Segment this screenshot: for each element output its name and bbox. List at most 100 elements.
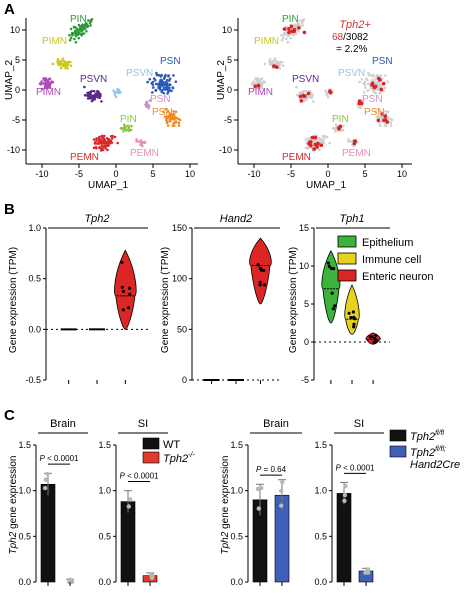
umap-point (68, 38, 72, 42)
violin-point (126, 306, 131, 310)
umap-y-tick-label: -10 (7, 145, 20, 155)
umap-x-tick-label: 10 (397, 169, 407, 179)
bar-legend-gene: Tph2 (410, 447, 435, 459)
umap-point (298, 19, 302, 22)
tph2-positive-point (370, 81, 375, 86)
umap-point (377, 115, 381, 118)
umap-point (374, 110, 377, 114)
umap-point (116, 141, 119, 145)
umap-point (56, 60, 59, 64)
umap-point (177, 124, 181, 127)
umap-point (159, 79, 163, 82)
violin-gene-title: Hand2 (220, 213, 252, 225)
umap-point (118, 91, 121, 95)
umap-point (324, 89, 327, 93)
violin-point (352, 325, 356, 329)
umap-point (85, 30, 88, 33)
violin-point (330, 291, 334, 295)
violin-panel-tph1: Tph1 15 10 5 0 -5 (299, 213, 390, 385)
umap-point (165, 115, 169, 118)
umap-point (113, 93, 117, 96)
umap-point (102, 137, 106, 140)
umap-point (100, 144, 104, 147)
bar-y-tick-label: 0.0 (230, 577, 243, 587)
umap-point (95, 139, 98, 142)
umap-point (383, 86, 387, 90)
bar-y-tick-label: 1.5 (314, 440, 327, 450)
umap-point (47, 82, 50, 86)
tph2-positive-point (308, 140, 312, 144)
umap-point (384, 74, 387, 77)
tph2-positive-point (306, 91, 311, 96)
umap-point (77, 36, 80, 40)
violin-point (331, 307, 335, 311)
umap-point (376, 88, 380, 91)
bar-point (126, 504, 131, 509)
umap-point (280, 33, 283, 37)
bar-panel-brain: 1.5 1.0 0.5 0.0 Brain P < 0.0001 (18, 418, 88, 587)
umap-point (126, 124, 130, 128)
umap-point (77, 23, 81, 27)
tph2-positive-point (383, 114, 388, 118)
umap-point (168, 115, 172, 118)
umap-point (92, 89, 96, 93)
cluster-label-pimn: PIMN (36, 87, 61, 98)
umap-point (86, 93, 90, 96)
bar-y-tick-label: 0.5 (230, 531, 243, 541)
umap-point (304, 138, 308, 141)
umap-point (73, 37, 76, 41)
panel-letter-a: A (4, 1, 15, 18)
umap-point (70, 33, 74, 36)
umap-point (89, 19, 92, 22)
umap-point (164, 88, 168, 91)
umap-point (154, 82, 158, 86)
tph2-positive-point (275, 65, 279, 69)
umap-point (340, 128, 344, 132)
umap-point (384, 110, 387, 113)
umap-point (160, 90, 163, 94)
umap-point (363, 91, 366, 94)
violin-point (368, 335, 372, 339)
umap-point (137, 140, 141, 143)
tph2-positive-point (313, 135, 318, 140)
umap-point (286, 41, 290, 44)
violin-point (327, 264, 331, 268)
umap-point (114, 95, 118, 99)
umap-point (385, 124, 388, 127)
bar-y-tick-label: 0.5 (18, 531, 31, 541)
umap-point (281, 64, 285, 67)
umap-point (109, 135, 113, 138)
bar-group-title: Brain (50, 418, 76, 430)
umap-point (166, 78, 169, 82)
umap-point (80, 32, 84, 35)
bar-y-tick-label: 0.0 (314, 577, 327, 587)
umap-point (367, 71, 370, 75)
umap-point (159, 75, 163, 78)
umap-point (64, 66, 67, 70)
umap-point (94, 145, 98, 149)
bar-panel-brain: 1.5 1.0 0.5 0.0 Brain P = 0.64 (230, 418, 302, 587)
umap-point (43, 84, 47, 88)
pvalue-p: P (40, 454, 46, 463)
bar-point (43, 477, 48, 482)
legend-swatch-enteric-neuron (337, 269, 357, 282)
bar-ylabel-left-gene: Tph2 (8, 531, 19, 554)
bar-legend-label: WT (163, 439, 180, 451)
bar-legend-gene: WT (163, 439, 180, 451)
umap-point (263, 80, 267, 84)
umap-point (59, 60, 63, 63)
violin-point (349, 316, 353, 320)
bar-point (256, 506, 261, 511)
umap-point (322, 141, 326, 144)
umap-point (83, 85, 86, 89)
umap-point (40, 87, 44, 91)
cluster-label-psvn: PSVN (292, 74, 319, 85)
legend-label: Enteric neuron (362, 271, 434, 283)
cluster-label-psn: PSN (160, 56, 181, 67)
umap-point (79, 24, 83, 28)
violin-y-tick-label: 150 (172, 223, 187, 233)
bar-legend-label: Tph2fl/fl; (410, 446, 446, 459)
tph2-positive-point (328, 89, 332, 93)
umap-point (100, 100, 103, 103)
umap-point (101, 139, 105, 143)
